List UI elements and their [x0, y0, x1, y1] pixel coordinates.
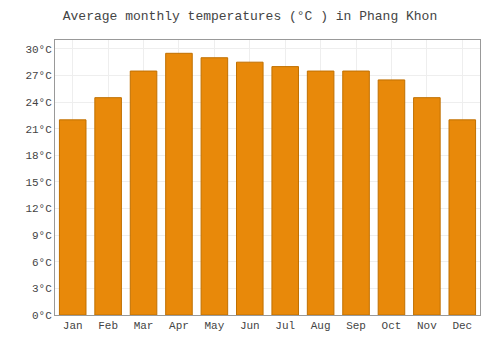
svg-text:Nov: Nov — [417, 320, 437, 332]
svg-text:6°C: 6°C — [32, 257, 52, 269]
svg-text:Average monthly temperatures (: Average monthly temperatures (°C ) in Ph… — [63, 9, 437, 24]
svg-text:21°C: 21°C — [25, 124, 52, 136]
svg-text:3°C: 3°C — [32, 283, 52, 295]
svg-text:May: May — [204, 320, 224, 332]
svg-text:Jan: Jan — [63, 320, 83, 332]
svg-text:9°C: 9°C — [32, 230, 52, 242]
svg-text:18°C: 18°C — [25, 150, 52, 162]
svg-text:Feb: Feb — [98, 320, 118, 332]
svg-text:Jul: Jul — [275, 320, 295, 332]
svg-text:Apr: Apr — [169, 320, 189, 332]
svg-text:Jun: Jun — [240, 320, 260, 332]
svg-text:Mar: Mar — [134, 320, 154, 332]
svg-text:Oct: Oct — [382, 320, 402, 332]
svg-text:Dec: Dec — [452, 320, 472, 332]
svg-text:24°C: 24°C — [25, 97, 52, 109]
svg-text:12°C: 12°C — [25, 203, 52, 215]
svg-text:Aug: Aug — [311, 320, 331, 332]
svg-text:Sep: Sep — [346, 320, 366, 332]
svg-text:0°C: 0°C — [32, 310, 52, 322]
svg-text:15°C: 15°C — [25, 177, 52, 189]
svg-text:27°C: 27°C — [25, 70, 52, 82]
svg-text:30°C: 30°C — [25, 44, 52, 56]
